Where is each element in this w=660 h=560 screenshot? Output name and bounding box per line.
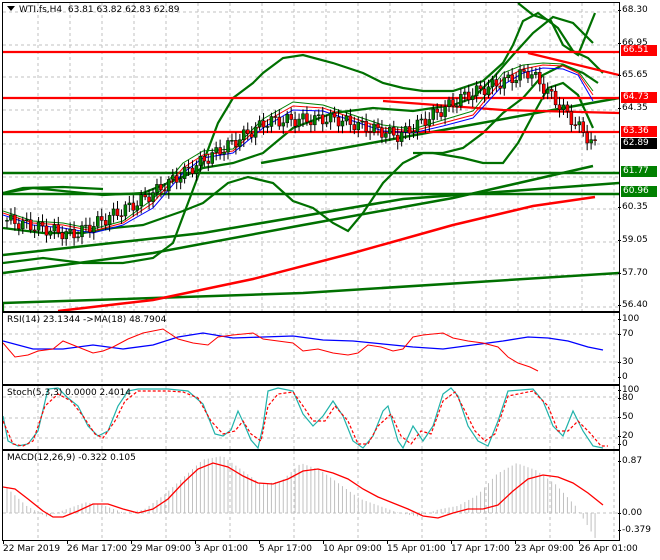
rsi-axis: 100 70 30 0 — [617, 312, 660, 383]
rsi-tick: 0 — [618, 372, 628, 382]
stochastic-pane[interactable]: Stoch(5,3,3) 0.0000 2.4014 — [2, 385, 620, 450]
price-chart-pane[interactable]: WTI.fs,H4 63.81 63.82 62.83 62.89 — [2, 2, 620, 312]
stochastic-canvas — [3, 386, 619, 449]
price-chart-canvas — [3, 3, 619, 311]
time-tick: 17 Apr 17:00 — [451, 540, 510, 554]
stoch-tick: 80 — [617, 393, 634, 403]
macd-tick: 0.87 — [617, 456, 643, 466]
macd-pane[interactable]: MACD(12,26,9) -0.322 0.105 — [2, 450, 620, 541]
macd-tick: 0.00 — [617, 508, 643, 518]
price-tick: 66.95 — [618, 38, 648, 48]
time-tick: 26 Apr 01:00 — [579, 540, 638, 554]
time-tick: 23 Apr 09:00 — [515, 540, 574, 554]
rsi-tick: 30 — [617, 357, 634, 367]
macd-canvas — [3, 451, 619, 540]
ohlc-values: 63.81 63.82 62.83 62.89 — [67, 5, 180, 15]
resistance-price-tag: 64.73 — [621, 92, 657, 103]
time-tick: 22 Mar 2019 — [3, 540, 61, 554]
current-price-tag: 62.89 — [621, 138, 657, 149]
rsi-label: RSI(14) 23.1344 ->MA(18) 48.7904 — [7, 315, 167, 325]
rsi-canvas — [3, 313, 619, 384]
price-tick: 65.65 — [618, 70, 648, 80]
macd-axis: 0.87 0.00 -0.379 — [617, 450, 660, 539]
price-tick: 59.05 — [618, 235, 648, 245]
price-tick: 57.70 — [618, 268, 648, 278]
stoch-tick: 100 — [617, 385, 640, 395]
price-tick: 60.35 — [618, 202, 648, 212]
price-tick: 64.35 — [618, 103, 648, 113]
price-tick: 68.30 — [618, 5, 648, 15]
chart-title: WTI.fs,H4 63.81 63.82 62.83 62.89 — [7, 5, 180, 15]
time-tick: 5 Apr 17:00 — [259, 540, 312, 554]
support-price-tag: 61.77 — [621, 166, 657, 177]
dropdown-arrow-icon[interactable] — [7, 6, 15, 11]
stoch-tick: 50 — [617, 412, 634, 422]
macd-label: MACD(12,26,9) -0.322 0.105 — [7, 453, 136, 463]
support-price-tag: 60.96 — [621, 186, 657, 197]
time-tick: 26 Mar 17:00 — [67, 540, 128, 554]
time-axis: 22 Mar 2019 26 Mar 17:00 29 Mar 09:00 3 … — [2, 540, 660, 560]
symbol-label: WTI.fs,H4 — [19, 5, 63, 15]
macd-tick: -0.379 — [617, 525, 652, 535]
price-tick: 56.40 — [618, 300, 648, 310]
rsi-tick: 100 — [617, 314, 640, 324]
stochastic-axis: 100 80 50 20 0 — [617, 385, 660, 449]
time-tick: 3 Apr 01:00 — [195, 540, 248, 554]
stochastic-label: Stoch(5,3,3) 0.0000 2.4014 — [7, 388, 132, 398]
rsi-tick: 70 — [617, 329, 634, 339]
price-axis: 68.30 66.95 65.65 64.35 60.35 59.05 57.7… — [618, 2, 660, 310]
time-tick: 15 Apr 01:00 — [387, 540, 446, 554]
stoch-tick: 0 — [618, 439, 628, 449]
time-tick: 29 Mar 09:00 — [131, 540, 192, 554]
candlesticks — [5, 64, 597, 246]
stoch-tick: 20 — [617, 431, 634, 441]
rsi-pane[interactable]: RSI(14) 23.1344 ->MA(18) 48.7904 — [2, 312, 620, 385]
time-tick: 10 Apr 09:00 — [323, 540, 382, 554]
resistance-price-tag: 63.36 — [621, 126, 657, 137]
resistance-price-tag: 66.51 — [621, 45, 657, 56]
